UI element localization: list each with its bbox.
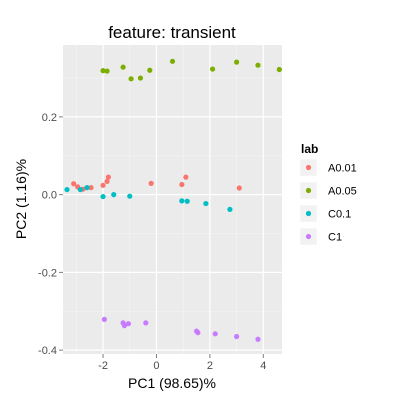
data-point [209, 66, 216, 72]
legend-item: A0.05 [299, 181, 357, 200]
data-point [227, 206, 233, 213]
data-point [233, 333, 240, 340]
data-point [143, 320, 149, 326]
data-point [120, 64, 126, 70]
legend-label: A0.01 [328, 163, 357, 175]
legend-marker [305, 187, 312, 194]
data-point [84, 185, 90, 191]
data-point [203, 200, 209, 207]
x-tick-label: 0 [153, 360, 159, 372]
data-point [128, 76, 134, 82]
data-point [148, 180, 154, 186]
legend: lab A0.01 A0.05 C0.1 C1 [299, 142, 357, 246]
legend-marker [305, 164, 312, 171]
data-point [179, 198, 185, 204]
series-c1 [101, 316, 261, 342]
major-gridlines [63, 45, 282, 354]
legend-label: C1 [328, 232, 342, 244]
legend-item: C1 [299, 227, 342, 246]
y-tick-label: 0.0 [42, 190, 57, 202]
x-tick-label: 4 [260, 360, 266, 372]
data-point [121, 323, 128, 329]
series-a0-01 [71, 174, 242, 192]
legend-marker [305, 233, 312, 240]
data-point [101, 316, 107, 323]
data-point [183, 174, 189, 180]
legend-item: A0.01 [299, 158, 357, 177]
data-point [104, 68, 110, 74]
series-a0-05 [100, 58, 282, 82]
x-tick-label: 2 [207, 360, 213, 372]
legend-label: A0.05 [328, 186, 357, 198]
data-points [64, 58, 282, 342]
series-c0-1 [64, 185, 233, 213]
data-point [127, 193, 133, 199]
chart-title: feature: transient [108, 23, 236, 42]
data-point [104, 178, 110, 185]
x-axis-title: PC1 (98.65)% [128, 375, 216, 391]
data-point [71, 181, 77, 187]
data-point [184, 198, 190, 204]
data-point [88, 185, 94, 191]
data-point [212, 331, 218, 337]
data-point [169, 58, 176, 64]
data-point [111, 192, 117, 198]
legend-title: lab [301, 142, 318, 156]
data-point [100, 68, 106, 74]
data-point [137, 75, 144, 81]
data-point [100, 193, 106, 200]
data-point [255, 62, 261, 68]
legend-marker [305, 210, 312, 217]
legend-item: C0.1 [299, 204, 351, 223]
data-point [255, 336, 261, 342]
data-point [236, 185, 242, 191]
plot-panel [63, 45, 282, 354]
y-axis: -0.4 -0.2 0.0 0.2 [38, 112, 63, 357]
y-tick-label: -0.2 [38, 267, 57, 279]
x-tick-label: -2 [98, 360, 108, 372]
data-point [77, 186, 83, 193]
data-point [147, 67, 153, 73]
data-point [276, 66, 282, 73]
data-point [100, 182, 106, 188]
data-point [195, 330, 201, 336]
y-axis-title: PC2 (1.16)% [13, 159, 29, 239]
y-tick-label: -0.4 [38, 345, 57, 357]
data-point [64, 186, 70, 193]
data-point [125, 321, 132, 327]
legend-label: C0.1 [328, 209, 351, 221]
y-tick-label: 0.2 [42, 112, 57, 124]
x-axis: -2 0 2 4 [98, 354, 266, 372]
data-point [179, 181, 185, 188]
data-point [233, 59, 240, 65]
data-point [105, 174, 112, 180]
